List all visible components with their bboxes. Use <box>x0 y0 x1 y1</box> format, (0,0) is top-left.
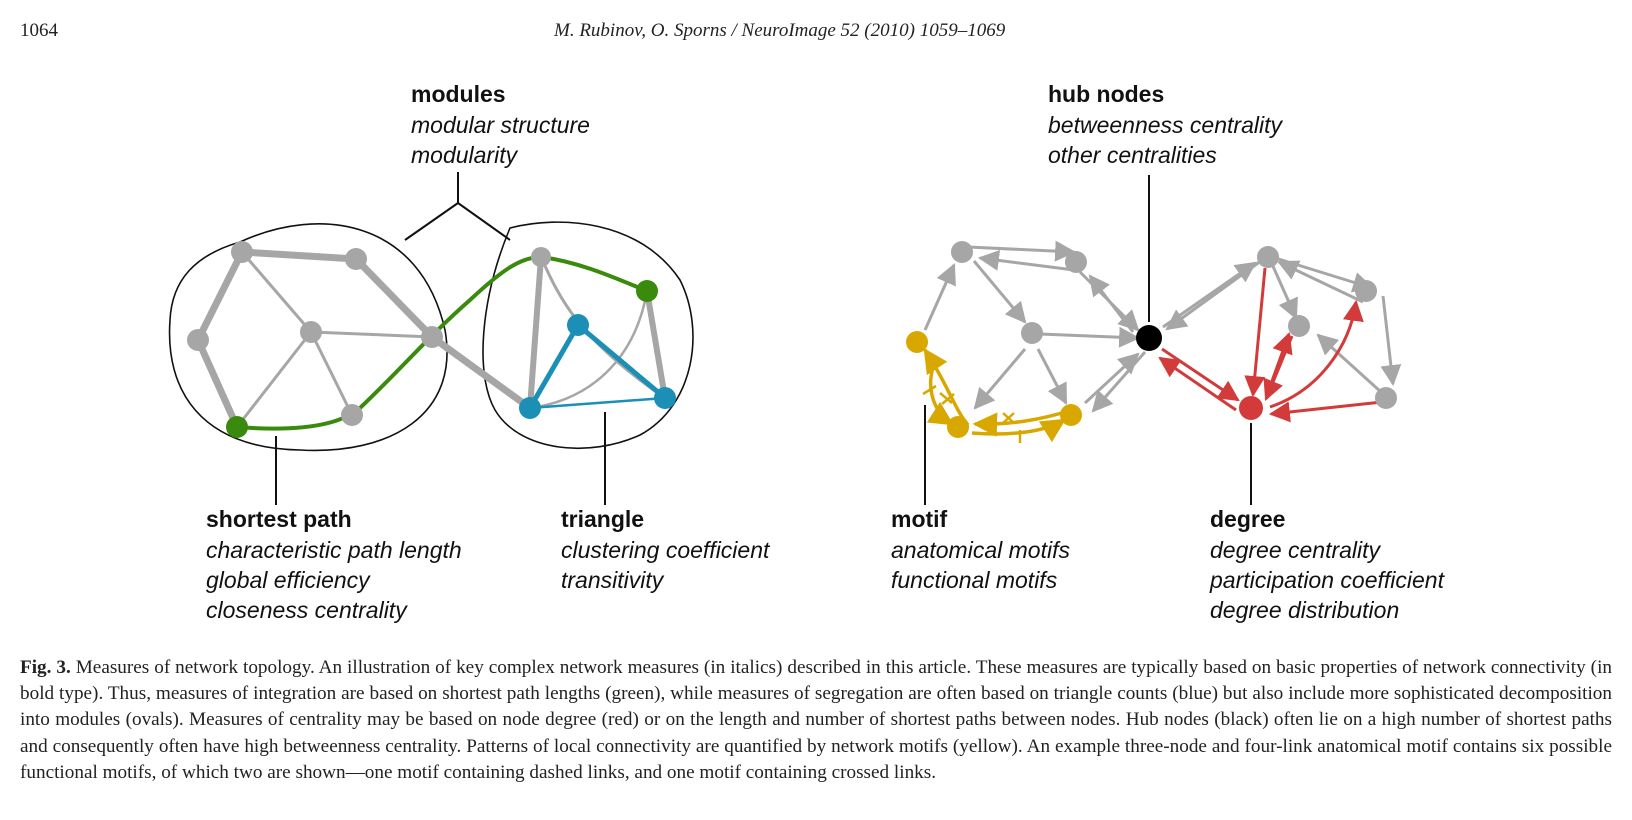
red-arrow-edges <box>1158 267 1383 423</box>
shortest-path-label: shortest path characteristic path length… <box>206 504 462 625</box>
modules-title: modules <box>411 81 506 107</box>
degree-item: degree centrality <box>1210 537 1381 563</box>
caption-label: Fig. 3. <box>20 657 71 678</box>
yellow-motif-edges <box>922 347 1073 443</box>
page-number: 1064 <box>20 20 58 41</box>
hub-nodes-title: hub nodes <box>1048 81 1165 107</box>
hub-node <box>1136 325 1162 351</box>
motif-node-left <box>947 416 969 438</box>
degree-label: degree degree centrality participation c… <box>1210 504 1444 625</box>
hub-nodes-label: hub nodes betweenness centrality other c… <box>1048 79 1282 170</box>
motif-label: motif anatomical motifs functional motif… <box>891 504 1070 595</box>
motif-item: functional motifs <box>891 567 1058 593</box>
triangle-title: triangle <box>561 506 645 532</box>
caption-text: Measures of network topology. An illustr… <box>20 657 1612 783</box>
degree-node <box>1239 396 1263 420</box>
triangle-label: triangle clustering coefficient transiti… <box>561 504 769 595</box>
motif-title: motif <box>891 506 948 532</box>
gray-arrow-edges <box>923 240 1402 413</box>
modules-label: modules modular structure modularity <box>411 79 590 170</box>
motif-node-top <box>906 331 928 353</box>
gray-nodes <box>951 241 1397 409</box>
path-start-node <box>226 416 248 438</box>
path-end-node <box>636 280 658 302</box>
gray-nodes <box>187 241 551 426</box>
shortest-path-item: closeness centrality <box>206 597 407 623</box>
hub-nodes-item: other centralities <box>1048 142 1217 168</box>
degree-title: degree <box>1210 506 1286 532</box>
triangle-item: transitivity <box>561 567 664 593</box>
modules-item: modular structure <box>411 112 590 138</box>
shortest-path-item: characteristic path length <box>206 537 462 563</box>
module-oval-right <box>482 221 694 450</box>
gray-edges <box>194 248 668 431</box>
modules-item: modularity <box>411 142 518 168</box>
left-network <box>168 172 694 505</box>
degree-item: participation coefficient <box>1210 567 1444 593</box>
right-network <box>906 175 1402 505</box>
triangle-node-left <box>519 397 541 419</box>
shortest-path-item: global efficiency <box>206 567 370 593</box>
figure-caption: Fig. 3. Measures of network topology. An… <box>20 655 1612 786</box>
module-oval-left <box>168 223 448 452</box>
modules-bracket <box>404 172 511 241</box>
degree-item: degree distribution <box>1210 597 1400 623</box>
shortest-path-title: shortest path <box>206 506 352 532</box>
hub-nodes-item: betweenness centrality <box>1048 112 1282 138</box>
motif-node-right <box>1060 404 1082 426</box>
motif-item: anatomical motifs <box>891 537 1070 563</box>
running-head: M. Rubinov, O. Sporns / NeuroImage 52 (2… <box>554 20 1006 41</box>
network-measures-figure <box>168 172 1402 505</box>
triangle-node-top <box>567 314 589 336</box>
triangle-node-right <box>654 387 676 409</box>
shortest-path-line <box>236 254 648 431</box>
triangle-edges <box>527 322 668 411</box>
triangle-item: clustering coefficient <box>561 537 770 563</box>
